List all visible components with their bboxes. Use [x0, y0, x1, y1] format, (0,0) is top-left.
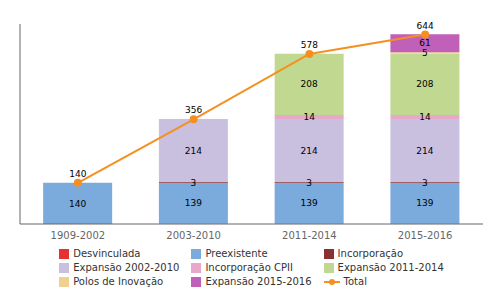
svg-text:214: 214 [416, 146, 433, 156]
svg-text:139: 139 [301, 198, 318, 208]
html-text:Desvinculada: Desvinculada [73, 248, 141, 259]
html-text:Incorporação: Incorporação [337, 248, 404, 259]
svg-text:214: 214 [185, 146, 202, 156]
html-text:Expansão 2015-2016: Expansão 2015-2016 [205, 276, 312, 287]
html-text:Expansão 2011-2014: Expansão 2011-2014 [337, 262, 444, 273]
html-text:Expansão 2002-2010: Expansão 2002-2010 [73, 262, 180, 273]
svg-text:208: 208 [416, 79, 433, 89]
svg-text:14: 14 [303, 112, 315, 122]
svg-text:2003-2010: 2003-2010 [166, 230, 221, 241]
svg-text:2015-2016: 2015-2016 [398, 230, 453, 241]
svg-text:3: 3 [306, 178, 312, 188]
svg-text:5: 5 [422, 48, 428, 58]
svg-text:140: 140 [69, 199, 86, 209]
svg-text:61: 61 [419, 38, 430, 48]
svg-text:356: 356 [185, 105, 202, 115]
svg-text:3: 3 [191, 178, 197, 188]
svg-text:644: 644 [417, 21, 434, 31]
svg-text:208: 208 [301, 79, 318, 89]
svg-text:139: 139 [416, 198, 433, 208]
svg-text:1909-2002: 1909-2002 [51, 230, 106, 241]
svg-text:14: 14 [419, 112, 431, 122]
svg-text:139: 139 [185, 198, 202, 208]
svg-text:3: 3 [422, 178, 428, 188]
html-text:Preexistente: Preexistente [205, 248, 268, 259]
svg-text:140: 140 [69, 169, 86, 179]
html-text:Polos de Inovação: Polos de Inovação [73, 276, 164, 287]
svg-text:578: 578 [301, 40, 318, 50]
html-text:Incorporação CPII: Incorporação CPII [205, 262, 293, 273]
svg-text:214: 214 [301, 146, 318, 156]
html-text:Total: Total [343, 276, 367, 287]
svg-text:2011-2014: 2011-2014 [282, 230, 337, 241]
